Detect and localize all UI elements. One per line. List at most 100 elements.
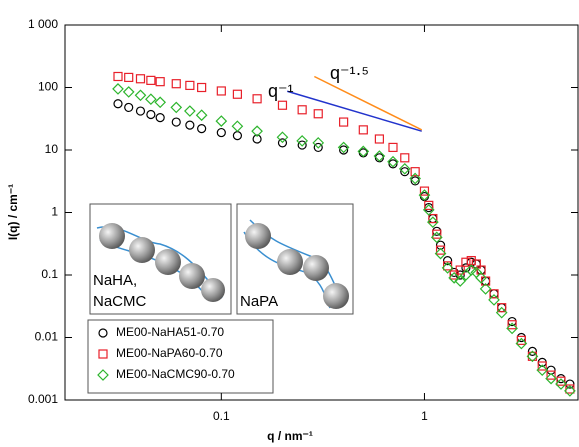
point bbox=[296, 135, 309, 147]
point bbox=[215, 115, 228, 127]
inset-label: NaPA bbox=[240, 293, 278, 310]
point bbox=[479, 283, 492, 295]
point bbox=[434, 247, 447, 260]
sphere bbox=[155, 249, 181, 275]
sphere bbox=[303, 255, 329, 281]
point bbox=[155, 112, 165, 123]
point bbox=[432, 226, 442, 236]
y-tick-label: 1 000 bbox=[28, 17, 58, 31]
point bbox=[410, 176, 420, 186]
point bbox=[185, 120, 195, 130]
point bbox=[475, 272, 487, 284]
sphere bbox=[245, 223, 271, 249]
point bbox=[470, 266, 483, 279]
y-tick-label: 10 bbox=[45, 142, 59, 156]
point bbox=[427, 216, 439, 229]
point bbox=[398, 162, 411, 175]
point bbox=[545, 372, 557, 385]
point bbox=[135, 74, 146, 84]
point bbox=[185, 80, 195, 91]
point bbox=[232, 130, 243, 141]
point bbox=[488, 294, 500, 306]
point bbox=[461, 257, 471, 267]
point bbox=[197, 123, 207, 134]
point bbox=[400, 167, 410, 177]
point bbox=[358, 125, 368, 135]
point bbox=[297, 105, 307, 115]
point bbox=[400, 153, 410, 163]
point bbox=[155, 77, 165, 87]
point bbox=[507, 320, 517, 330]
point bbox=[449, 270, 459, 280]
point bbox=[232, 89, 243, 99]
point bbox=[373, 150, 386, 162]
point bbox=[124, 72, 134, 83]
y-tick-label: 0.1 bbox=[41, 267, 58, 281]
point bbox=[527, 346, 538, 356]
point bbox=[251, 125, 263, 138]
point bbox=[195, 109, 208, 122]
point bbox=[146, 109, 156, 120]
point bbox=[424, 200, 434, 210]
point bbox=[489, 289, 499, 299]
point bbox=[441, 262, 454, 274]
point bbox=[171, 79, 181, 89]
point bbox=[184, 105, 196, 117]
point bbox=[216, 127, 226, 138]
point bbox=[216, 86, 226, 96]
sphere bbox=[201, 278, 225, 302]
point bbox=[170, 101, 183, 114]
point bbox=[526, 350, 539, 363]
point bbox=[313, 142, 323, 153]
point bbox=[565, 384, 575, 394]
point bbox=[536, 364, 549, 377]
y-axis-label: I(q) / cm⁻¹ bbox=[6, 184, 20, 240]
point bbox=[555, 378, 567, 390]
point bbox=[506, 322, 518, 335]
point bbox=[489, 289, 499, 299]
point bbox=[537, 361, 547, 371]
point bbox=[146, 75, 156, 85]
point bbox=[418, 189, 431, 201]
annotation: q⁻¹ bbox=[268, 81, 294, 101]
point bbox=[388, 142, 398, 153]
point bbox=[357, 145, 370, 158]
legend-box bbox=[87, 319, 274, 394]
point bbox=[252, 94, 262, 104]
point bbox=[231, 120, 244, 133]
point bbox=[312, 137, 325, 149]
point bbox=[516, 332, 526, 343]
point bbox=[419, 186, 430, 196]
legend-marker bbox=[98, 328, 108, 338]
point bbox=[432, 229, 442, 239]
point bbox=[448, 272, 460, 284]
point bbox=[374, 134, 384, 144]
point bbox=[410, 167, 420, 177]
point bbox=[556, 376, 566, 386]
point bbox=[422, 204, 435, 216]
point bbox=[443, 255, 453, 266]
inset-label: NaCMC bbox=[93, 293, 147, 310]
legend-marker bbox=[98, 349, 108, 359]
point bbox=[507, 316, 517, 327]
point bbox=[454, 275, 467, 287]
point bbox=[435, 245, 446, 255]
x-axis-label: q / nm⁻¹ bbox=[267, 429, 313, 443]
point bbox=[428, 213, 438, 224]
inset: NaPA bbox=[236, 203, 354, 315]
legend-label: ME00-NaCMC90-0.70 bbox=[116, 367, 235, 381]
point bbox=[515, 337, 528, 350]
legend-marker bbox=[97, 369, 109, 381]
point bbox=[455, 265, 465, 275]
point bbox=[409, 172, 422, 185]
sphere bbox=[277, 249, 303, 275]
x-tick-label: 0.1 bbox=[213, 409, 230, 423]
annotation: q⁻¹·⁵ bbox=[330, 63, 369, 83]
y-tick-label: 1 bbox=[51, 205, 58, 219]
reference-line bbox=[313, 75, 423, 131]
point bbox=[134, 89, 147, 102]
point bbox=[154, 96, 167, 109]
y-tick-label: 0.01 bbox=[35, 330, 59, 344]
point bbox=[428, 213, 438, 224]
